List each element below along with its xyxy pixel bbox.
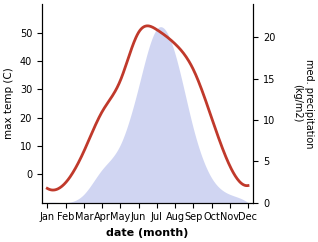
Y-axis label: med. precipitation
(kg/m2): med. precipitation (kg/m2) (292, 59, 314, 148)
X-axis label: date (month): date (month) (107, 228, 189, 238)
Y-axis label: max temp (C): max temp (C) (4, 68, 14, 139)
